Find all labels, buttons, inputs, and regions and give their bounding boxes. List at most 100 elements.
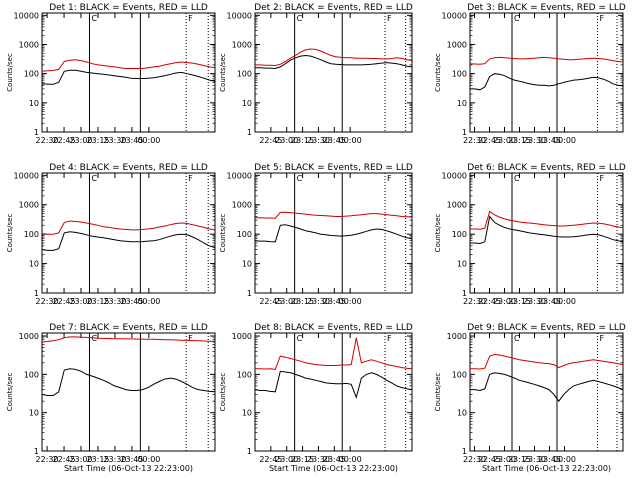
- x-tick-label: 00:00: [553, 136, 576, 145]
- x-tick-label: 23:15: [291, 136, 314, 145]
- events-line: [470, 73, 624, 91]
- marker-label: C: [297, 14, 303, 23]
- panel-title: Det 5: BLACK = Events, RED = LLD: [254, 163, 413, 173]
- x-tick-label: 23:45: [538, 297, 561, 306]
- panel-8: Det 8: BLACK = Events, RED = LLD Counts/s…: [219, 323, 413, 473]
- x-tick-label: 22:45: [478, 297, 501, 306]
- y-tick-label: 10: [29, 409, 39, 418]
- events-line: [470, 372, 624, 402]
- x-tick-label: 00:00: [137, 136, 160, 145]
- x-tick-label: 23:00: [493, 136, 516, 145]
- x-tick-label: 23:15: [291, 455, 314, 464]
- x-tick-label: 22:45: [259, 455, 282, 464]
- x-tick-label: 22:45: [259, 136, 282, 145]
- events-line: [41, 69, 216, 85]
- marker-label: F: [387, 174, 392, 183]
- plot-frame: [41, 12, 216, 133]
- panel-5: Det 5: BLACK = Events, RED = LLD Counts/s…: [219, 163, 413, 306]
- plot-frame: [469, 172, 624, 294]
- x-tick-label: 22:45: [53, 297, 76, 306]
- marker-label: C: [514, 14, 520, 23]
- y-tick-label: 1000: [447, 332, 467, 341]
- panel-title: Det 3: BLACK = Events, RED = LLD: [467, 3, 626, 13]
- y-tick-label: 100: [24, 370, 39, 379]
- y-tick-label: 1000: [232, 40, 252, 49]
- y-tick-label: 1000: [19, 40, 39, 49]
- marker-label: F: [600, 174, 605, 183]
- x-tick-label: 22:30: [463, 297, 486, 306]
- panel-1: Det 1: BLACK = Events, RED = LLD Counts/s…: [6, 3, 216, 145]
- marker-label: C: [514, 334, 520, 343]
- events-line: [41, 231, 216, 251]
- x-tick-label: 23:15: [508, 455, 531, 464]
- panel-6: Det 6: BLACK = Events, RED = LLD Counts/s…: [434, 163, 626, 306]
- marker-label: F: [188, 334, 193, 343]
- x-tick-label: 23:00: [69, 455, 92, 464]
- panel-9: Det 9: BLACK = Events, RED = LLD Counts/s…: [434, 323, 626, 473]
- y-axis-label: Counts/sec: [434, 373, 442, 412]
- y-axis-label: Counts/sec: [219, 53, 227, 92]
- plot-frame: [254, 12, 413, 133]
- marker-label: F: [387, 14, 392, 23]
- y-tick-label: 10000: [227, 171, 252, 180]
- x-tick-label: 23:30: [103, 455, 126, 464]
- y-tick-label: 10: [457, 260, 467, 269]
- x-tick-label: 23:15: [508, 297, 531, 306]
- panel-title: Det 4: BLACK = Events, RED = LLD: [49, 163, 208, 173]
- y-axis-label: Counts/sec: [434, 53, 442, 92]
- x-tick-label: 23:15: [86, 136, 109, 145]
- lld-line: [41, 59, 216, 72]
- y-tick-label: 10000: [14, 11, 39, 20]
- x-tick-label: 22:45: [53, 136, 76, 145]
- lld-line: [41, 220, 216, 235]
- y-axis-label: Counts/sec: [6, 53, 14, 92]
- y-tick-label: 1: [34, 447, 39, 456]
- x-tick-label: 23:30: [103, 136, 126, 145]
- x-tick-label: 23:00: [275, 455, 298, 464]
- y-tick-label: 100: [24, 70, 39, 79]
- y-axis-label: Counts/sec: [6, 214, 14, 253]
- panel-title: Det 8: BLACK = Events, RED = LLD: [254, 323, 413, 333]
- y-tick-label: 100: [237, 230, 252, 239]
- y-tick-label: 1: [247, 128, 252, 137]
- plot-frame: [254, 332, 413, 452]
- x-axis-label: Start Time (06-Oct-13 22:23:00): [482, 464, 611, 473]
- plot-frame: [469, 12, 624, 133]
- plot-frame: [254, 172, 413, 294]
- x-tick-label: 23:45: [538, 455, 561, 464]
- x-tick-label: 00:00: [553, 455, 576, 464]
- y-tick-label: 100: [237, 70, 252, 79]
- x-axis-label: Start Time (06-Oct-13 22:23:00): [64, 464, 193, 473]
- lld-line: [470, 353, 624, 370]
- x-tick-label: 22:30: [463, 455, 486, 464]
- x-tick-label: 23:00: [493, 455, 516, 464]
- y-tick-label: 1000: [19, 332, 39, 341]
- y-tick-label: 10000: [442, 11, 467, 20]
- x-tick-label: 00:00: [553, 297, 576, 306]
- y-tick-label: 10: [29, 99, 39, 108]
- events-line: [254, 370, 413, 400]
- y-tick-label: 100: [237, 370, 252, 379]
- marker-label: C: [297, 174, 303, 183]
- events-line: [254, 224, 413, 243]
- x-tick-label: 23:15: [508, 136, 531, 145]
- lld-line: [469, 56, 624, 65]
- panel-title: Det 1: BLACK = Events, RED = LLD: [49, 3, 208, 13]
- x-tick-label: 23:30: [523, 455, 546, 464]
- x-tick-label: 23:45: [323, 455, 346, 464]
- x-tick-label: 23:45: [120, 455, 143, 464]
- marker-label: C: [514, 174, 520, 183]
- x-tick-label: 23:45: [323, 297, 346, 306]
- x-tick-label: 23:30: [523, 297, 546, 306]
- y-tick-label: 1000: [232, 332, 252, 341]
- y-tick-label: 10000: [14, 171, 39, 180]
- plot-frame: [41, 332, 216, 452]
- panel-title: Det 6: BLACK = Events, RED = LLD: [467, 163, 626, 173]
- y-tick-label: 100: [452, 230, 467, 239]
- marker-label: F: [188, 14, 193, 23]
- y-tick-label: 1: [462, 128, 467, 137]
- lld-line: [255, 337, 413, 370]
- y-axis-label: Counts/sec: [219, 214, 227, 253]
- marker-label: F: [600, 14, 605, 23]
- y-axis-label: Counts/sec: [219, 373, 227, 412]
